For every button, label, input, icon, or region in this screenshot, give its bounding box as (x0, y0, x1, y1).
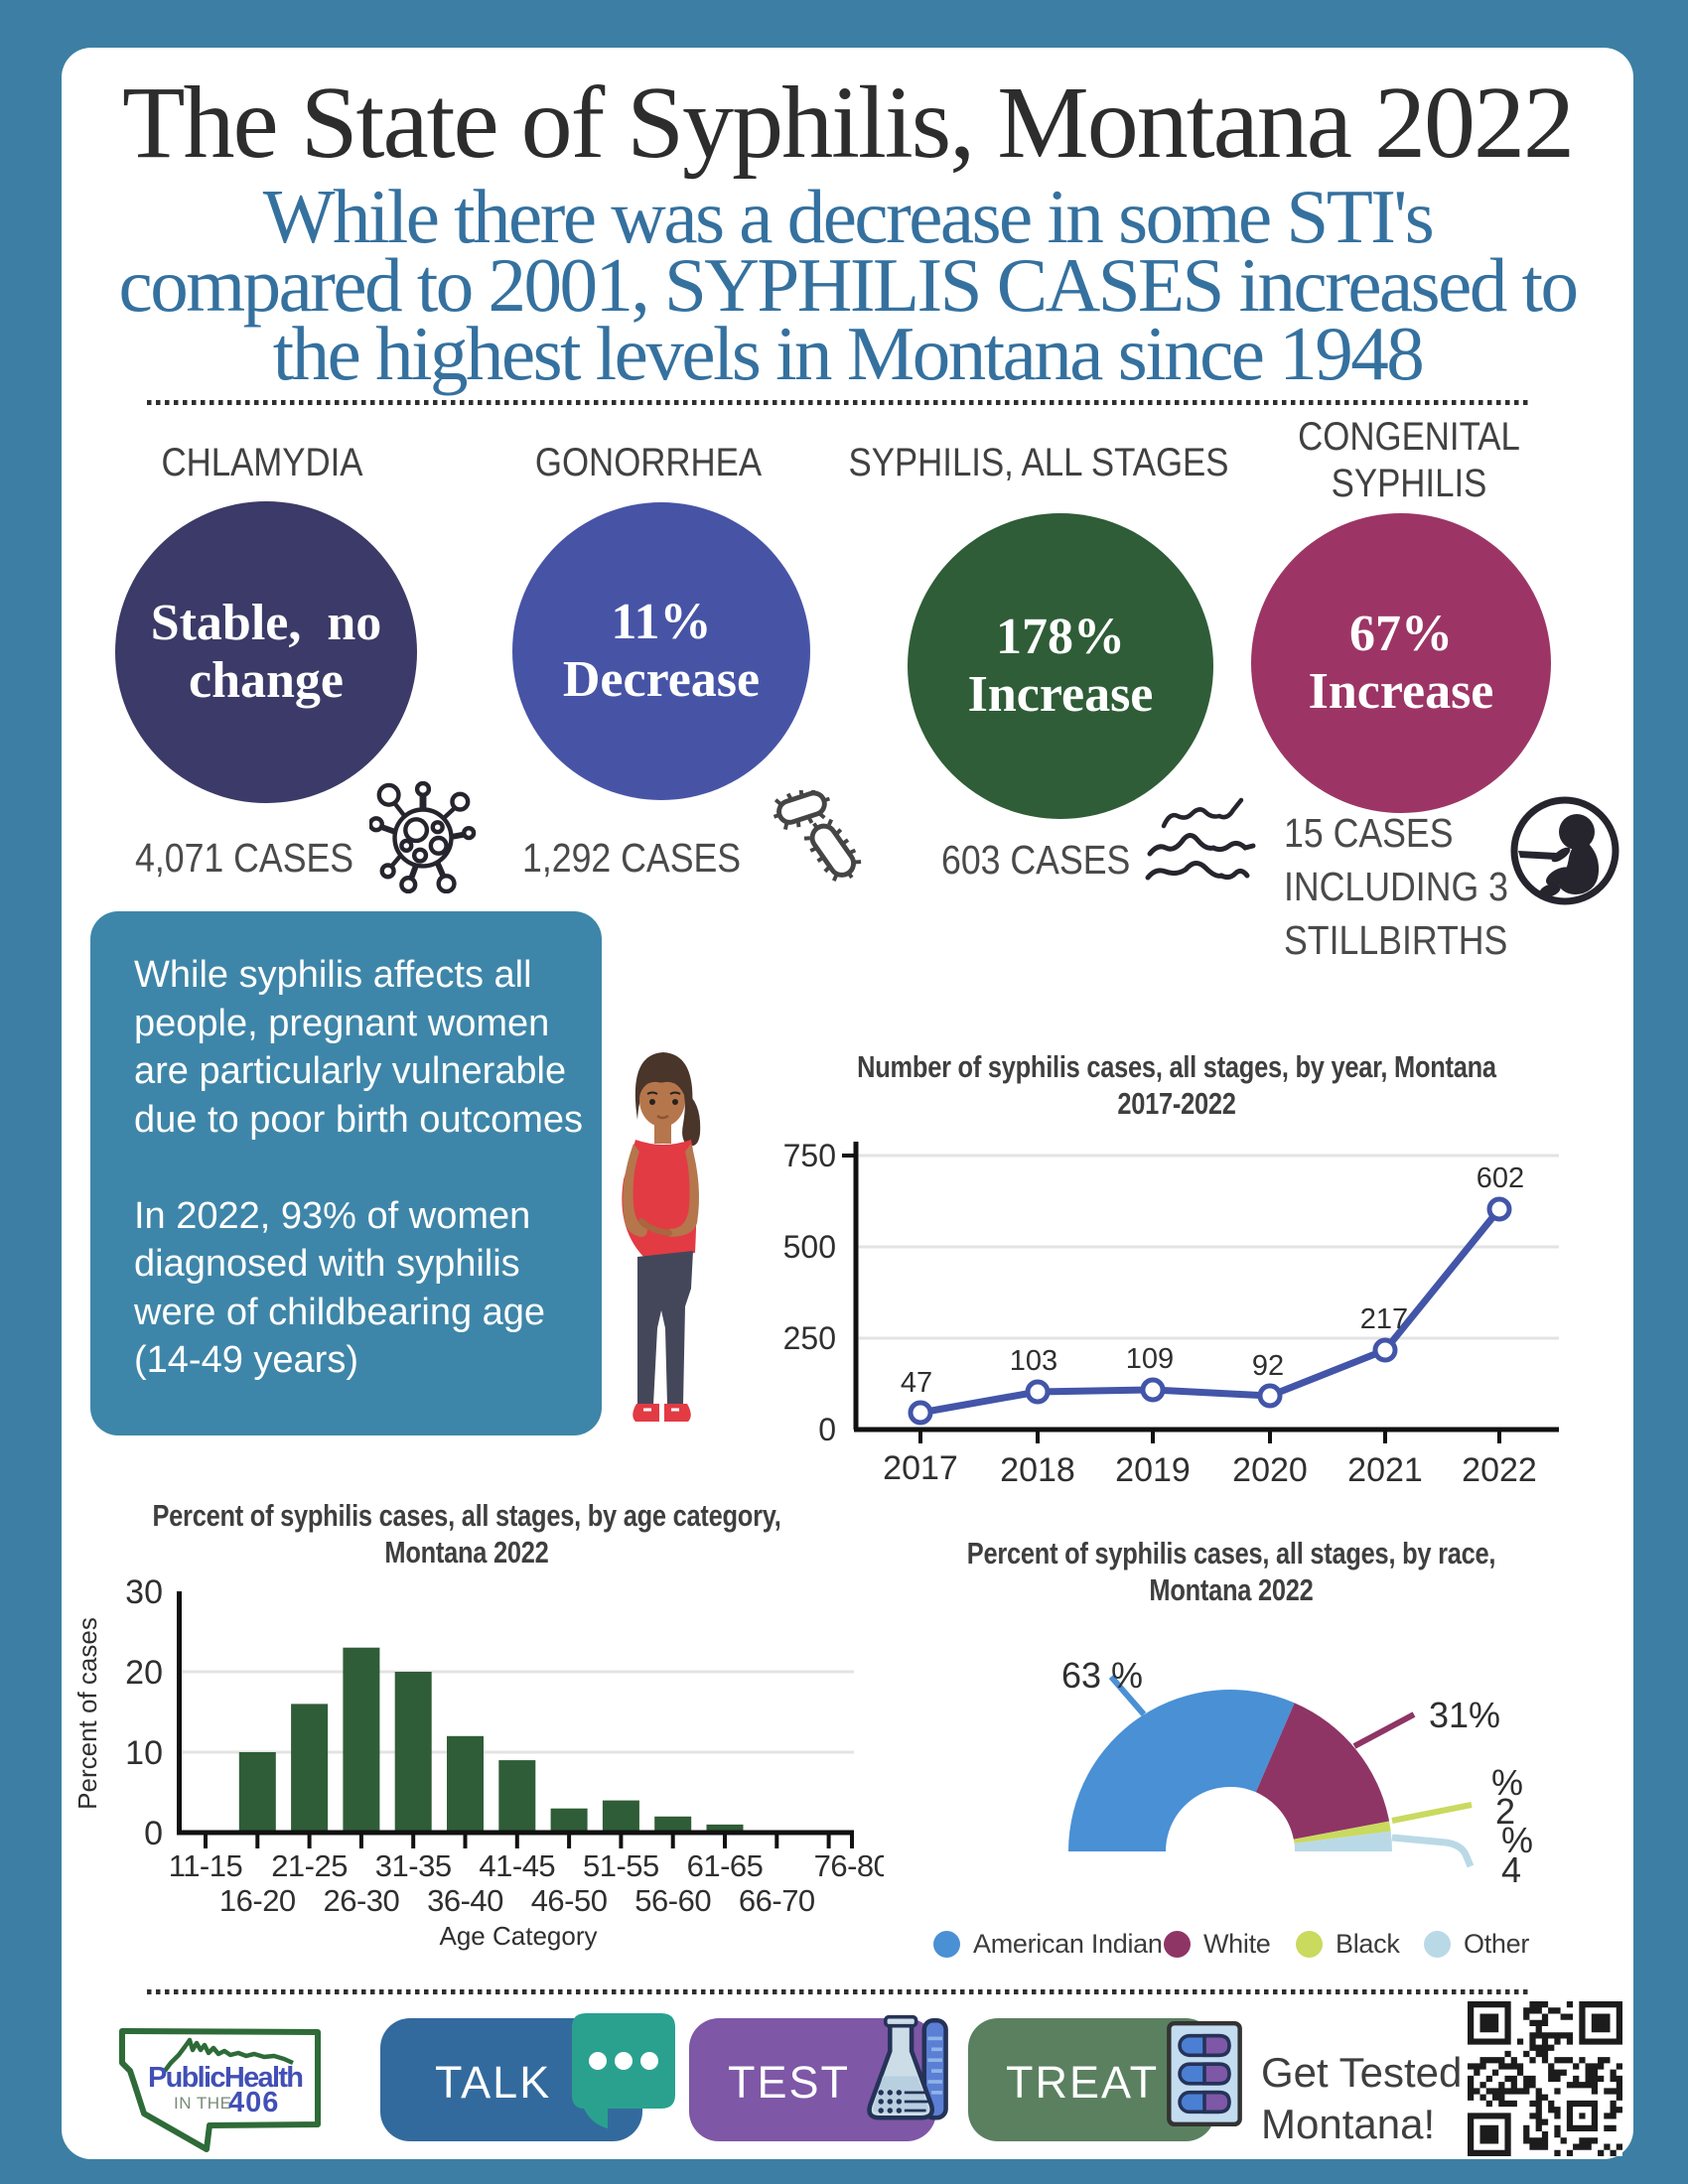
svg-text:Age Category: Age Category (440, 1921, 598, 1951)
svg-text:61-65: 61-65 (687, 1848, 764, 1883)
svg-text:47: 47 (901, 1367, 932, 1399)
svg-text:%: % (1491, 1762, 1523, 1803)
svg-text:36-40: 36-40 (427, 1883, 503, 1918)
svg-text:21-25: 21-25 (271, 1848, 348, 1883)
svg-text:PublicHealth: PublicHealth (148, 2062, 304, 2094)
svg-text:31%: 31% (1429, 1695, 1500, 1735)
svg-text:750: 750 (783, 1138, 836, 1173)
svg-text:250: 250 (783, 1320, 836, 1356)
svg-text:16-20: 16-20 (219, 1883, 296, 1918)
svg-text:41-45: 41-45 (479, 1848, 555, 1883)
svg-text:406: 406 (228, 2087, 279, 2118)
svg-text:2017: 2017 (883, 1449, 958, 1487)
svg-text:500: 500 (783, 1229, 836, 1265)
svg-text:2: 2 (1495, 1791, 1515, 1832)
svg-text:IN THE: IN THE (174, 2094, 231, 2113)
svg-text:602: 602 (1477, 1162, 1524, 1194)
svg-text:56-60: 56-60 (634, 1883, 711, 1918)
svg-text:11-15: 11-15 (169, 1848, 243, 1883)
svg-text:10: 10 (125, 1734, 163, 1772)
svg-text:20: 20 (125, 1654, 163, 1692)
svg-text:217: 217 (1360, 1303, 1408, 1335)
svg-text:2019: 2019 (1115, 1451, 1191, 1489)
svg-text:0: 0 (144, 1815, 163, 1852)
svg-text:0: 0 (818, 1412, 836, 1447)
svg-text:2020: 2020 (1232, 1451, 1308, 1489)
svg-text:46-50: 46-50 (531, 1883, 608, 1918)
svg-text:4: 4 (1501, 1849, 1521, 1890)
svg-text:109: 109 (1126, 1343, 1174, 1375)
svg-text:63 %: 63 % (1061, 1655, 1143, 1696)
svg-text:%: % (1501, 1820, 1533, 1860)
svg-text:30: 30 (125, 1573, 163, 1611)
svg-text:92: 92 (1252, 1350, 1284, 1382)
svg-text:2021: 2021 (1347, 1451, 1423, 1489)
svg-text:26-30: 26-30 (324, 1883, 400, 1918)
svg-text:51-55: 51-55 (583, 1848, 659, 1883)
svg-text:31-35: 31-35 (375, 1848, 452, 1883)
svg-text:2022: 2022 (1462, 1451, 1537, 1489)
svg-text:Percent of cases: Percent of cases (72, 1617, 102, 1810)
svg-text:2018: 2018 (1000, 1451, 1075, 1489)
svg-text:76-80: 76-80 (814, 1848, 884, 1883)
svg-text:66-70: 66-70 (739, 1883, 815, 1918)
svg-text:103: 103 (1010, 1345, 1057, 1377)
